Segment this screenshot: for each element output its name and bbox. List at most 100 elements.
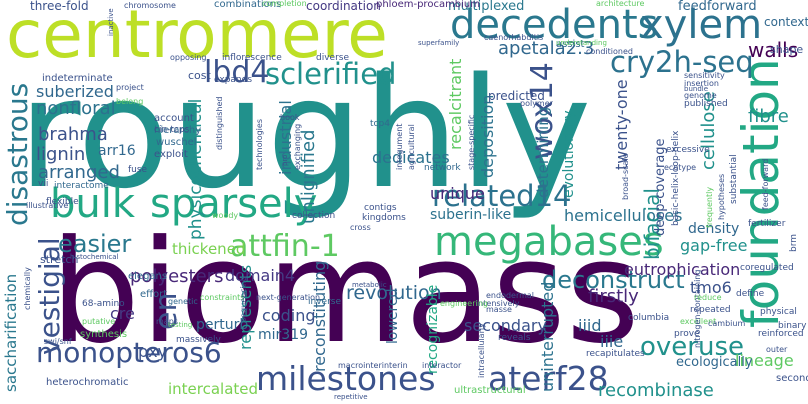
word-network: network (424, 163, 461, 173)
word-superfamily: superfamily (418, 39, 460, 47)
word-dedicates: dedicates (372, 148, 450, 167)
word-indeterminate: indeterminate (42, 73, 113, 84)
word-technologies: exchanging (293, 123, 302, 170)
word-genetic: genetic (168, 297, 198, 306)
word-synthesis: synthesis (80, 329, 128, 340)
word-substantial: brm (789, 233, 799, 252)
word-sensitivity: sensitivity (684, 71, 725, 80)
word-cin-tcps: cin-tcps (154, 125, 190, 135)
word-density: density (688, 221, 740, 237)
word-repetitive: reduce (694, 293, 722, 302)
word-feed-forward: substantial (729, 154, 739, 204)
word-massively: massively (176, 335, 221, 345)
word-cost: cost (188, 69, 211, 82)
word-diverse: diverse (316, 53, 350, 63)
word-prove: prove (674, 329, 700, 339)
word-revolution: revolution (346, 282, 442, 304)
word-eutrophication: eutrophication (624, 260, 741, 279)
word-coordination: coordination (306, 0, 381, 13)
word-macrointerinterin: macrointerinterin (338, 361, 408, 370)
word-inverse: inverse (308, 297, 341, 307)
word-contigs: contigs (364, 203, 397, 213)
word-stage-specific: basic-helix-loop-helix (671, 130, 681, 226)
word-completion: completion (262, 0, 307, 8)
word-hemicelluloses: hemicelluloses (564, 206, 683, 225)
word-nonfloral: nonfloral (36, 98, 116, 119)
word-related14: related14 (432, 179, 572, 213)
word-unique: unique (430, 184, 485, 203)
word-aterf28: aterf28 (488, 359, 609, 398)
word-phloem-procambium: phloem-procambium (376, 0, 481, 10)
word-excellent: excellent (680, 317, 717, 326)
word-roughly: roughly (18, 45, 592, 222)
word-deconstruct: deconstruct (542, 266, 685, 294)
word-xylem: xylem (640, 2, 763, 48)
word-assist: assist (556, 39, 585, 50)
word-context: context (764, 15, 808, 29)
word-recombinase: recombinase (598, 380, 714, 401)
word-reconstituting: reconstituting (310, 260, 329, 372)
word-exploit: exploit (154, 149, 188, 160)
word-architecture: architecture (596, 0, 645, 8)
word-genome: genome (684, 91, 717, 100)
word-caenorhabditis: caenorhabditis (484, 33, 544, 42)
word-kingdoms: kingdoms (362, 213, 406, 223)
word-lignin: lignin (36, 144, 86, 165)
word-heterochromatic: heterochromatic (46, 377, 129, 388)
word-frequently: hypotheses (717, 173, 726, 220)
word-predicted: predicted (488, 89, 545, 103)
word-easier: easier (58, 230, 132, 258)
word-bulk: bulk (50, 181, 136, 227)
word-reduce: inactive (107, 8, 115, 36)
word-belong: belong (116, 97, 144, 106)
word-cry2h-seq: cry2h-seq (610, 45, 754, 79)
word-lineage: lineage (735, 351, 794, 370)
word-inactive: pro (281, 154, 289, 166)
word-primary: metabolic (352, 281, 387, 289)
word-engineering: repetitive (334, 393, 368, 401)
word-biomass: biomass (50, 210, 640, 375)
word-account: account (154, 113, 194, 124)
word-woody: engineering (440, 299, 488, 308)
word-walls: walls (748, 38, 799, 62)
word-next-generation: next-generation (256, 293, 321, 302)
word-define: define (736, 289, 765, 299)
word-illustrative: woody (212, 211, 239, 220)
word-brahma: brahma (38, 124, 108, 145)
word-excessive: excessive (666, 145, 710, 155)
word-understanding: understanding (556, 39, 607, 47)
word-fibre: fibre (748, 106, 789, 127)
word-collection: collection (292, 211, 336, 221)
word-firstly: firstly (588, 286, 639, 307)
word-basic-helix-loop-helix: feed-forward (761, 158, 770, 210)
word-project: project (116, 83, 144, 92)
word-maps: illustrative (26, 201, 69, 210)
word-physical: physical (760, 307, 797, 317)
word-intracellularly: chemically (23, 267, 32, 310)
word-monopteros6: monopteros6 (36, 336, 222, 369)
word-interactome: interactome (54, 181, 109, 191)
word-68-amino: 68-amino (82, 299, 125, 309)
word-exchanging: integument (395, 123, 404, 170)
word-recapitulates: recapitulates (586, 349, 645, 359)
word-cambium: cambium (708, 319, 746, 328)
word-centromere: centromere (6, 0, 388, 73)
word-arr16: arr16 (98, 143, 136, 159)
word-testing: testing (168, 321, 193, 329)
word-columbia: columbia (628, 313, 670, 323)
word-reinforced: reinforced (758, 329, 804, 339)
word-tcp4: tcp4 (370, 119, 390, 129)
word-recalcitrant: recalcitrant (446, 58, 465, 150)
word-expands: expands (214, 75, 253, 85)
word-binary: binary (778, 321, 807, 331)
word-constraints: constraints (200, 293, 245, 302)
word-hierarchy: hierarchy (154, 125, 202, 136)
word-cross: cross (350, 223, 371, 232)
word-evolutionary: evolutionary (561, 110, 577, 198)
word-wuschel: wuschel (156, 137, 197, 148)
word-polyesters: polyesters (130, 266, 224, 287)
word-insertion: insertion (684, 79, 719, 88)
word-polymer: polymer (520, 99, 553, 108)
word-swi-snf: sequencing (239, 276, 248, 322)
